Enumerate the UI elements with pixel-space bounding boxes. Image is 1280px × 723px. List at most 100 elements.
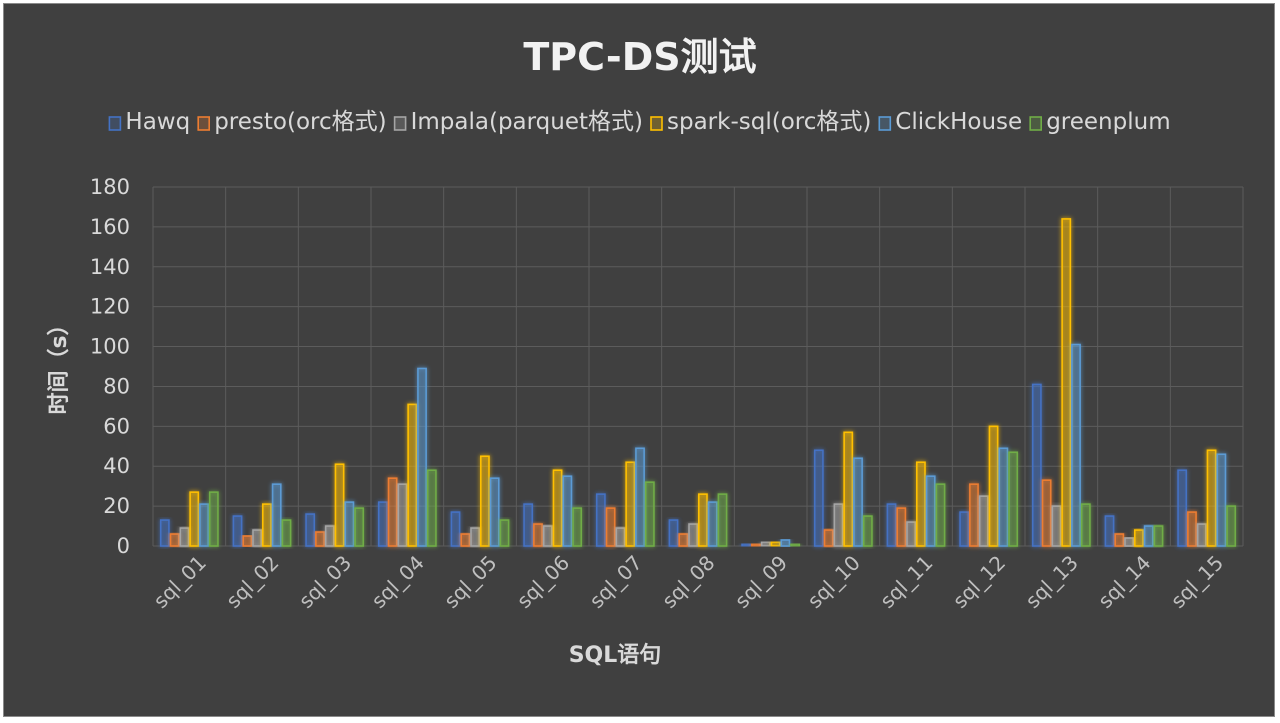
x-axis-title: SQL语句 — [569, 642, 662, 668]
bar-group-sql_05 — [450, 455, 510, 547]
x-tick-label: sql_01 — [149, 551, 211, 613]
y-tick-label: 120 — [90, 295, 130, 319]
bar-sql_13-Hawq — [1031, 383, 1042, 547]
bar-sql_12-spark-sql(orc格式) — [988, 425, 999, 547]
bar-sql_13-presto(orc格式) — [1041, 479, 1052, 547]
bar-sql_03-spark-sql(orc格式) — [334, 463, 345, 547]
bar-sql_02-spark-sql(orc格式) — [261, 503, 272, 547]
x-tick-label: sql_04 — [367, 551, 429, 613]
bar-sql_12-greenplum — [1008, 451, 1019, 547]
x-tick-label: sql_13 — [1021, 551, 1083, 613]
bar-sql_08-Hawq — [668, 519, 679, 547]
bar-sql_07-spark-sql(orc格式) — [625, 461, 636, 547]
bar-group-sql_09 — [741, 539, 801, 547]
x-axis-ticks: sql_01 sql_02 sql_03 sql_04 sql_05 sql_06 sql_… — [149, 551, 1229, 613]
grid-lines — [152, 186, 1244, 547]
y-tick-label: 80 — [103, 374, 130, 398]
x-tick-label: sql_09 — [730, 551, 792, 613]
bar-sql_05-Hawq — [450, 511, 461, 547]
bar-sql_04-Hawq — [377, 501, 388, 547]
x-tick-label: sql_14 — [1093, 551, 1155, 613]
legend-swatch — [108, 116, 122, 131]
bars — [159, 218, 1237, 547]
legend-swatch — [1029, 116, 1042, 131]
bar-sql_04-ClickHouse — [417, 367, 427, 547]
x-tick-label: sql_05 — [439, 551, 501, 613]
bar-sql_02-Impala(parquet格式) — [252, 529, 262, 547]
bar-sql_15-spark-sql(orc格式) — [1206, 449, 1217, 547]
bar-sql_07-Hawq — [595, 493, 606, 547]
bar-group-sql_03 — [305, 463, 365, 547]
bar-sql_15-greenplum — [1226, 505, 1237, 547]
bar-sql_01-ClickHouse — [199, 503, 209, 547]
legend-item-5: greenplum — [1029, 109, 1171, 135]
bar-sql_06-ClickHouse — [562, 475, 573, 547]
legend-label: greenplum — [1046, 109, 1170, 135]
legend-swatch — [393, 116, 407, 131]
x-tick-label: sql_02 — [221, 551, 283, 613]
bar-group-sql_15 — [1177, 449, 1237, 547]
bar-group-sql_07 — [595, 447, 655, 547]
legend-label: presto(orc格式) — [214, 109, 386, 135]
bar-sql_07-ClickHouse — [635, 447, 645, 547]
bar-group-sql_06 — [523, 469, 583, 547]
bar-sql_09-greenplum — [790, 543, 801, 547]
bar-sql_01-presto(orc格式) — [169, 533, 180, 547]
bar-group-sql_14 — [1104, 515, 1164, 547]
x-tick-label: sql_15 — [1166, 551, 1228, 613]
bar-sql_01-Impala(parquet格式) — [179, 527, 190, 547]
bar-sql_03-Impala(parquet格式) — [324, 525, 335, 547]
bar-sql_07-presto(orc格式) — [605, 507, 616, 547]
bar-sql_03-presto(orc格式) — [315, 531, 325, 547]
bar-sql_12-Hawq — [959, 511, 970, 547]
bar-sql_09-ClickHouse — [780, 539, 791, 547]
bar-sql_06-presto(orc格式) — [533, 523, 543, 547]
bar-sql_10-greenplum — [862, 515, 873, 547]
bar-sql_09-Hawq — [741, 543, 752, 547]
legend-label: spark-sql(orc格式) — [667, 109, 871, 135]
bar-sql_05-presto(orc格式) — [460, 533, 471, 547]
bar-sql_05-greenplum — [499, 519, 510, 547]
bar-group-sql_11 — [886, 461, 946, 547]
bar-sql_14-Impala(parquet格式) — [1124, 537, 1134, 547]
bar-sql_05-ClickHouse — [489, 477, 500, 547]
x-tick-label: sql_12 — [948, 551, 1010, 613]
legend-swatch — [197, 116, 210, 131]
bar-sql_12-ClickHouse — [998, 447, 1009, 547]
bar-sql_04-Impala(parquet格式) — [397, 483, 408, 547]
bar-sql_14-ClickHouse — [1143, 525, 1154, 547]
bar-sql_08-spark-sql(orc格式) — [697, 493, 708, 547]
bar-sql_08-Impala(parquet格式) — [688, 523, 698, 547]
bar-group-sql_01 — [159, 491, 219, 547]
chart-frame: TPC-DS测试 Hawq presto(orc格式) Impala(parquet… — [3, 3, 1275, 717]
legend-item-4: ClickHouse — [878, 109, 1022, 135]
bar-sql_13-ClickHouse — [1071, 343, 1081, 547]
bar-sql_07-greenplum — [644, 481, 655, 547]
legend-swatch — [878, 116, 892, 131]
legend-swatch — [650, 116, 663, 131]
x-tick-label: sql_07 — [585, 551, 647, 613]
bar-sql_03-ClickHouse — [344, 501, 355, 547]
bar-sql_14-greenplum — [1153, 525, 1164, 547]
bar-sql_05-spark-sql(orc格式) — [479, 455, 490, 547]
legend-item-0: Hawq — [108, 109, 190, 135]
bar-sql_03-Hawq — [305, 513, 316, 547]
bar-sql_02-greenplum — [281, 519, 292, 547]
x-tick-label: sql_10 — [803, 551, 865, 613]
bar-sql_13-spark-sql(orc格式) — [1061, 218, 1072, 547]
x-tick-label: sql_06 — [512, 551, 574, 613]
bar-sql_15-ClickHouse — [1216, 453, 1227, 547]
y-tick-label: 160 — [90, 215, 130, 239]
bar-sql_10-presto(orc格式) — [823, 529, 834, 547]
bar-sql_13-greenplum — [1080, 503, 1091, 547]
y-tick-label: 20 — [103, 494, 130, 518]
bar-sql_10-spark-sql(orc格式) — [843, 431, 854, 547]
bar-sql_10-Impala(parquet格式) — [833, 503, 844, 547]
x-tick-label: sql_11 — [875, 551, 937, 613]
bar-sql_14-spark-sql(orc格式) — [1134, 529, 1144, 547]
bar-group-sql_13 — [1031, 218, 1091, 547]
bar-sql_15-Impala(parquet格式) — [1196, 523, 1207, 547]
bar-sql_11-presto(orc格式) — [896, 507, 907, 547]
y-tick-label: 140 — [90, 255, 130, 279]
bar-group-sql_04 — [377, 367, 437, 547]
